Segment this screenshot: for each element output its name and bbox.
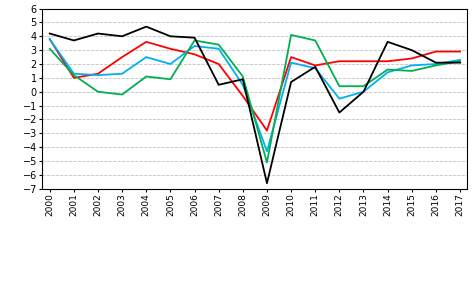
- Németország: [457, 59, 463, 63]
- Magyarország: [95, 32, 101, 35]
- Németország: [95, 90, 101, 94]
- Line: USA: USA: [50, 39, 460, 130]
- Németország: [143, 75, 149, 78]
- Magyarország: [119, 35, 125, 38]
- USA: [457, 50, 463, 53]
- Németország: [168, 78, 173, 81]
- Line: Magyarország: Magyarország: [50, 27, 460, 183]
- USA: [409, 57, 414, 60]
- EU: [240, 83, 245, 87]
- EU: [216, 47, 221, 51]
- USA: [240, 94, 245, 98]
- EU: [168, 62, 173, 66]
- Németország: [361, 84, 366, 88]
- EU: [409, 64, 414, 67]
- EU: [47, 37, 52, 41]
- Németország: [119, 93, 125, 96]
- EU: [264, 150, 270, 153]
- USA: [95, 72, 101, 76]
- Németország: [288, 33, 294, 37]
- USA: [337, 59, 342, 63]
- USA: [312, 64, 318, 67]
- Magyarország: [361, 90, 366, 94]
- Magyarország: [192, 36, 197, 39]
- Magyarország: [337, 111, 342, 114]
- EU: [143, 55, 149, 59]
- Németország: [433, 64, 439, 67]
- USA: [361, 59, 366, 63]
- Németország: [216, 43, 221, 46]
- Németország: [264, 161, 270, 164]
- EU: [337, 97, 342, 100]
- Németország: [240, 75, 245, 78]
- Line: EU: EU: [50, 39, 460, 151]
- EU: [312, 66, 318, 70]
- EU: [457, 58, 463, 61]
- Németország: [312, 39, 318, 42]
- EU: [192, 44, 197, 48]
- USA: [143, 40, 149, 43]
- USA: [264, 129, 270, 132]
- Magyarország: [385, 40, 390, 43]
- USA: [119, 55, 125, 59]
- EU: [433, 62, 439, 66]
- USA: [288, 55, 294, 59]
- Németország: [337, 84, 342, 88]
- USA: [385, 59, 390, 63]
- Németország: [385, 68, 390, 71]
- USA: [192, 53, 197, 56]
- EU: [119, 72, 125, 76]
- USA: [433, 50, 439, 53]
- USA: [168, 47, 173, 51]
- Németország: [192, 39, 197, 42]
- EU: [71, 72, 76, 76]
- Magyarország: [240, 78, 245, 81]
- USA: [71, 76, 76, 80]
- Line: Németország: Németország: [50, 35, 460, 162]
- Magyarország: [168, 35, 173, 38]
- EU: [95, 74, 101, 77]
- Németország: [409, 69, 414, 73]
- USA: [216, 62, 221, 66]
- USA: [47, 37, 52, 41]
- Magyarország: [143, 25, 149, 28]
- Magyarország: [433, 61, 439, 64]
- Németország: [47, 47, 52, 51]
- Magyarország: [264, 182, 270, 185]
- Németország: [71, 74, 76, 77]
- Magyarország: [409, 48, 414, 52]
- Magyarország: [288, 80, 294, 84]
- EU: [361, 90, 366, 94]
- Magyarország: [457, 61, 463, 64]
- EU: [385, 71, 390, 74]
- Magyarország: [216, 83, 221, 87]
- Magyarország: [47, 32, 52, 35]
- EU: [288, 61, 294, 64]
- Magyarország: [312, 65, 318, 69]
- Magyarország: [71, 39, 76, 42]
